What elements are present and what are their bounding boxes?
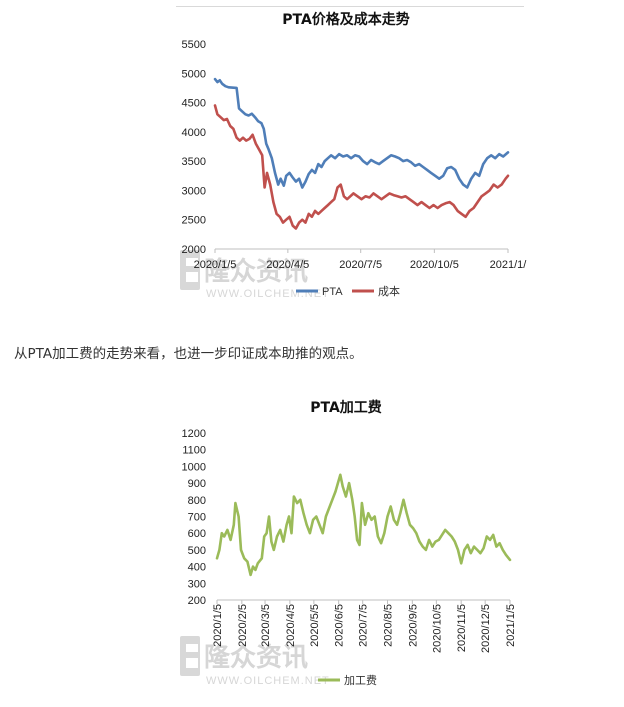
chart1-y-tick-label: 5500 [182, 39, 206, 51]
chart2-y-tick-label: 600 [188, 528, 206, 540]
chart2-legend: 加工费 [318, 674, 377, 687]
watermark-logo-2: 隆众资讯 WWW.OILCHEM.NET [180, 636, 330, 687]
chart1-legend: PTA 成本 [296, 284, 400, 298]
chart2-y-tick-label: 200 [188, 595, 206, 607]
chart2-series-line-1 [215, 473, 512, 577]
chart2-x-tick-label: 2020/10/5 [431, 604, 443, 653]
chart2-x-tick-label: 2020/5/5 [309, 604, 321, 647]
chart1-y-tick-label: 4500 [182, 98, 206, 110]
chart2-y-tick-label: 1200 [182, 428, 206, 440]
watermark-name-1: 隆众资讯 [204, 257, 308, 287]
chart1-x-tick-label: 2021/1/ [490, 259, 528, 271]
chart2-y-tick-label: 1100 [182, 445, 206, 457]
watermark-site-2: WWW.OILCHEM.NET [206, 675, 330, 687]
chart2-x-tick-label: 2020/2/5 [237, 604, 249, 647]
chart1-y-tick-label: 3000 [182, 185, 206, 197]
chart1-y-tick-label: 2000 [182, 244, 206, 256]
chart2-y-tick-label: 400 [188, 562, 206, 574]
chart2-x-tick-label: 2020/4/5 [285, 604, 297, 647]
chart1-y-tick-label: 2500 [182, 215, 206, 227]
chart1-x-tick-label: 2020/4/5 [266, 259, 309, 271]
pta-processing-fee-chart: PTA加工费 隆众资讯 WWW.OILCHEM.NET 1200 1100 1000… [180, 399, 517, 687]
chart2-x-tick-label: 2020/1/5 [212, 604, 224, 647]
legend-pta-label: PTA [322, 286, 343, 298]
legend-cost-label: 成本 [378, 284, 400, 298]
chart2-y-tick-label: 1000 [182, 461, 206, 473]
chart1-x-tick-label: 2020/7/5 [339, 259, 382, 271]
chart2-y-tick-label: 300 [188, 578, 206, 590]
chart2-x-tick-label: 2020/7/5 [358, 604, 370, 647]
legend-fee-label: 加工费 [344, 674, 377, 687]
chart2-x-tick-label: 2020/9/5 [407, 604, 419, 647]
chart1-x-tick-label: 2020/10/5 [410, 259, 459, 271]
body-paragraph: 从PTA加工费的走势来看，也进一步印证成本助推的观点。 [14, 346, 363, 362]
chart1-x-tick-label: 2020/1/5 [194, 259, 237, 271]
chart2-y-tick-label: 700 [188, 512, 206, 524]
chart1-y-tick-label: 5000 [182, 68, 206, 80]
chart2-y-tick-label: 900 [188, 478, 206, 490]
chart2-x-tick-label: 2020/12/5 [480, 604, 492, 653]
watermark-name-2: 隆众资讯 [204, 643, 308, 673]
chart2-y-tick-label: 500 [188, 545, 206, 557]
chart1-series-line-2 [213, 104, 510, 230]
chart1-title: PTA价格及成本走势 [282, 11, 410, 28]
chart2-title: PTA加工费 [310, 399, 382, 416]
chart2-x-tick-label: 2020/8/5 [383, 604, 395, 647]
top-border-line [176, 6, 524, 7]
chart2-x-tick-label: 2020/11/5 [456, 604, 468, 652]
chart2-x-tick-label: 2020/6/5 [334, 604, 346, 647]
chart2-x-tick-label: 2021/1/5 [505, 604, 517, 647]
chart2-x-tick-label: 2020/3/5 [260, 604, 272, 647]
chart1-y-tick-label: 3500 [182, 156, 206, 168]
chart1-y-tick-label: 4000 [182, 127, 206, 139]
chart2-y-tick-label: 800 [188, 495, 206, 507]
pta-price-cost-chart: PTA价格及成本走势 隆众资讯 WWW.OILCHEM.NET 55005000… [180, 11, 528, 300]
chart1-series-line-1 [213, 77, 510, 189]
